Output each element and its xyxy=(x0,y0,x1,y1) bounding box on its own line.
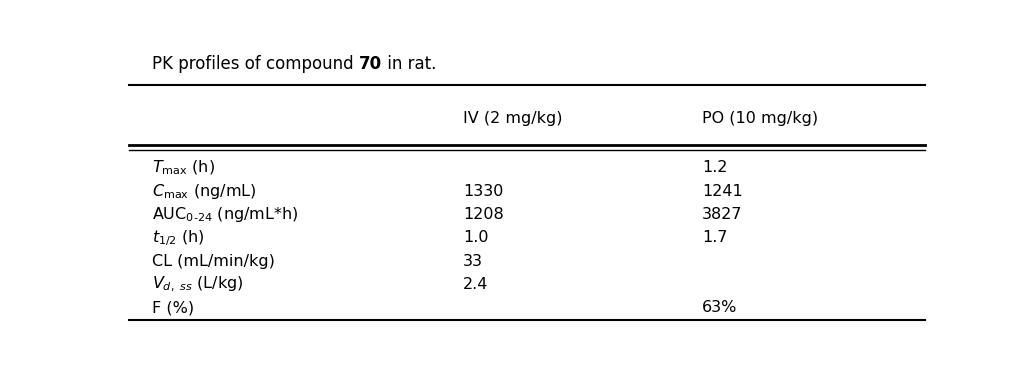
Text: 63%: 63% xyxy=(702,300,737,315)
Text: 1208: 1208 xyxy=(463,207,504,222)
Text: 2.4: 2.4 xyxy=(463,277,488,292)
Text: $T_{\mathrm{max}}$ (h): $T_{\mathrm{max}}$ (h) xyxy=(152,159,216,177)
Text: 3827: 3827 xyxy=(702,207,742,222)
Text: 1.2: 1.2 xyxy=(702,161,728,175)
Text: $t_{1/2}$ (h): $t_{1/2}$ (h) xyxy=(152,228,205,248)
Text: 1330: 1330 xyxy=(463,184,504,199)
Text: 70: 70 xyxy=(359,55,382,73)
Text: PK profiles of compound: PK profiles of compound xyxy=(152,55,359,73)
Text: in rat.: in rat. xyxy=(382,55,437,73)
Text: IV (2 mg/kg): IV (2 mg/kg) xyxy=(463,111,562,126)
Text: PO (10 mg/kg): PO (10 mg/kg) xyxy=(702,111,818,126)
Text: 1.0: 1.0 xyxy=(463,230,488,245)
Text: $\mathrm{AUC}_{0\text{-}24}$ (ng/mL*h): $\mathrm{AUC}_{0\text{-}24}$ (ng/mL*h) xyxy=(152,205,299,224)
Text: 1.7: 1.7 xyxy=(702,230,728,245)
Text: F (%): F (%) xyxy=(152,300,194,315)
Text: $C_{\mathrm{max}}$ (ng/mL): $C_{\mathrm{max}}$ (ng/mL) xyxy=(152,182,257,201)
Text: 1241: 1241 xyxy=(702,184,743,199)
Text: 33: 33 xyxy=(463,254,483,269)
Text: CL (mL/min/kg): CL (mL/min/kg) xyxy=(152,254,276,269)
Text: $V_{d,\ ss}$ (L/kg): $V_{d,\ ss}$ (L/kg) xyxy=(152,275,244,294)
